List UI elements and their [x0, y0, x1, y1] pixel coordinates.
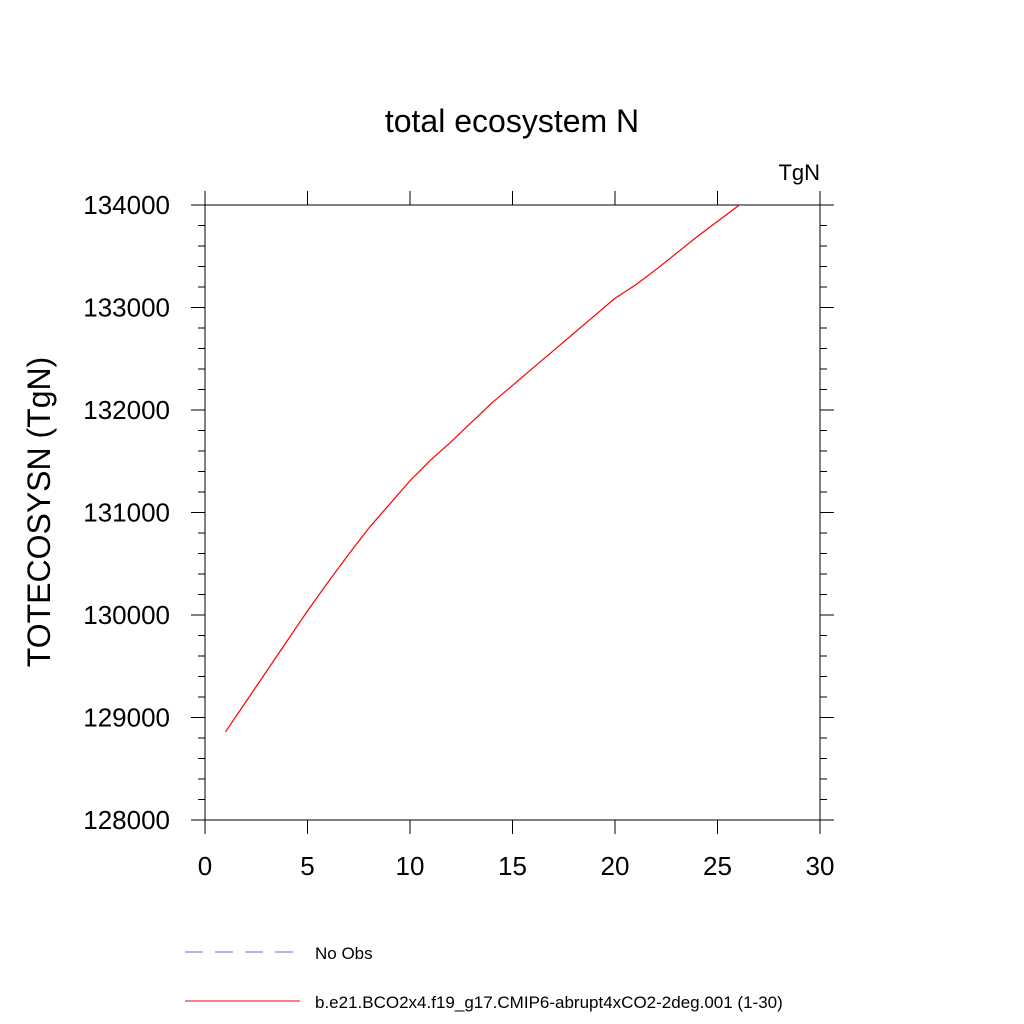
x-axis: 0 5 10 15 20 25 30 — [198, 191, 835, 881]
y-tick-label: 130000 — [83, 600, 170, 630]
legend-label: No Obs — [315, 944, 373, 963]
y-tick-label: 129000 — [83, 703, 170, 733]
legend: No Obs b.e21.BCO2x4.f19_g17.CMIP6-abrupt4… — [185, 944, 783, 1012]
y-tick-label: 131000 — [83, 498, 170, 528]
x-tick-label: 5 — [300, 851, 314, 881]
chart-title: total ecosystem N — [385, 103, 639, 139]
y-tick-label: 133000 — [83, 293, 170, 323]
y-axis-label: TOTECOSYSN (TgN) — [21, 357, 57, 668]
series-line — [225, 205, 741, 733]
units-label: TgN — [778, 160, 820, 185]
y-tick-label: 134000 — [83, 190, 170, 220]
y-tick-label: 128000 — [83, 805, 170, 835]
series-layer — [225, 205, 741, 733]
x-tick-label: 25 — [703, 851, 732, 881]
x-tick-label: 30 — [806, 851, 835, 881]
legend-label: b.e21.BCO2x4.f19_g17.CMIP6-abrupt4xCO2-2… — [315, 993, 783, 1012]
x-tick-label: 15 — [498, 851, 527, 881]
y-axis: 128000 129000 130000 131000 132000 133000 1340… — [83, 190, 834, 835]
x-tick-label: 20 — [601, 851, 630, 881]
plot-frame — [204, 204, 821, 821]
x-tick-label: 0 — [198, 851, 212, 881]
y-tick-label: 132000 — [83, 395, 170, 425]
x-tick-label: 10 — [396, 851, 425, 881]
